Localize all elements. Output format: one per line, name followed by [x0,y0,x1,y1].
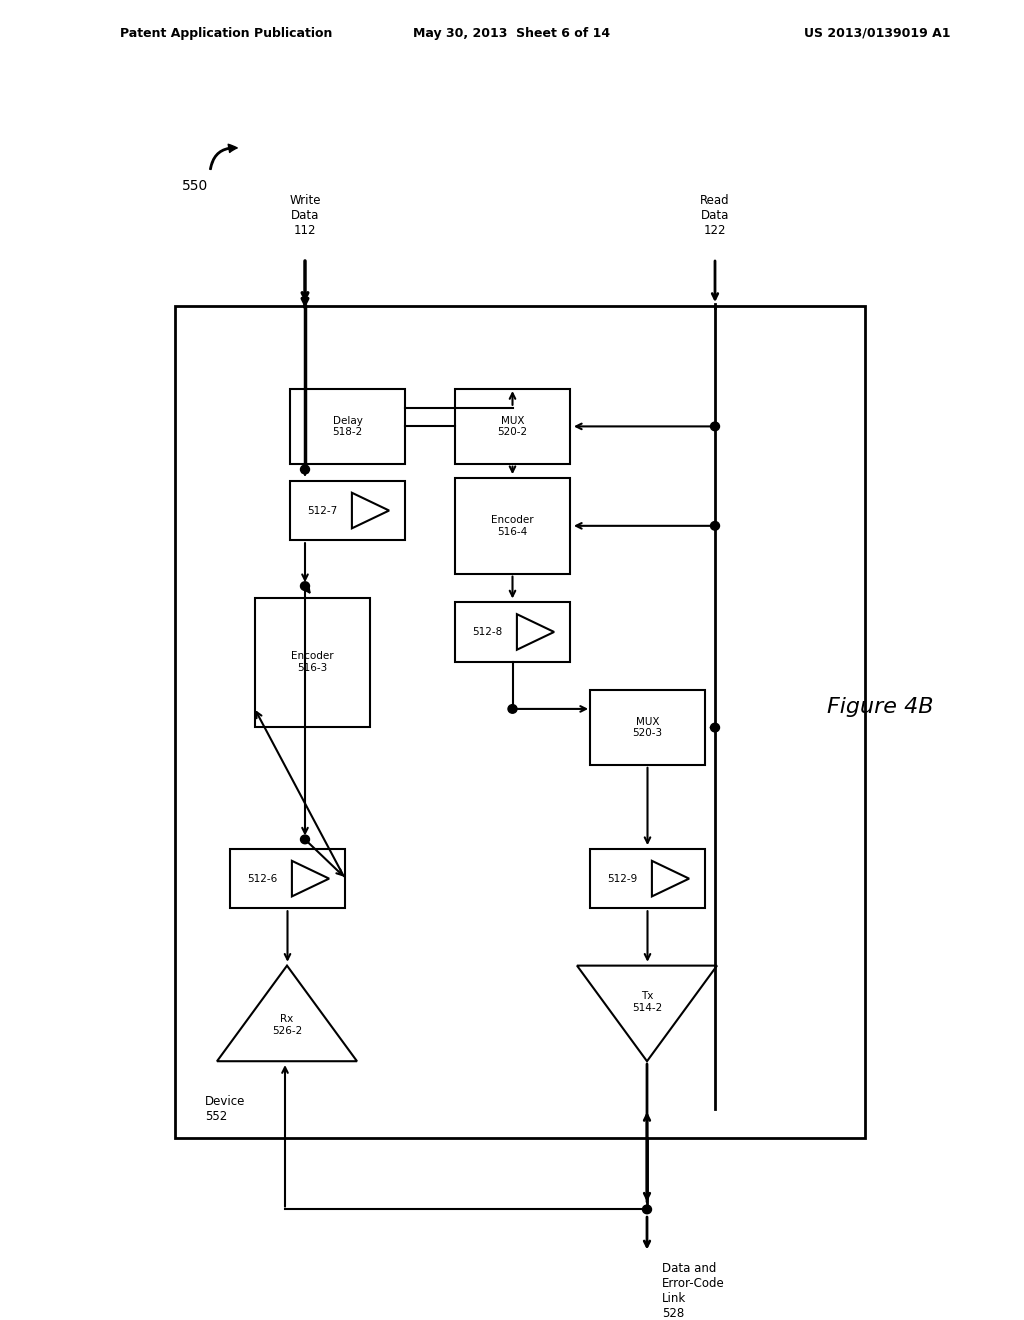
Text: 512-7: 512-7 [307,506,337,516]
Text: 550: 550 [182,180,208,194]
FancyBboxPatch shape [230,849,345,908]
Text: 512-8: 512-8 [472,627,503,638]
FancyArrowPatch shape [210,144,238,169]
Text: May 30, 2013  Sheet 6 of 14: May 30, 2013 Sheet 6 of 14 [414,26,610,40]
Text: Encoder
516-4: Encoder 516-4 [492,515,534,537]
Text: Data and
Error-Code
Link
528: Data and Error-Code Link 528 [662,1262,725,1320]
Text: MUX
520-2: MUX 520-2 [498,416,527,437]
FancyBboxPatch shape [255,598,370,726]
Text: Patent Application Publication: Patent Application Publication [120,26,333,40]
FancyBboxPatch shape [175,306,865,1138]
Text: 512-6: 512-6 [247,874,278,883]
FancyBboxPatch shape [455,389,570,463]
Circle shape [711,422,720,430]
FancyBboxPatch shape [290,480,406,540]
Circle shape [711,723,720,731]
Text: Read
Data
122: Read Data 122 [700,194,730,238]
FancyBboxPatch shape [455,602,570,661]
Text: Delay
518-2: Delay 518-2 [333,416,362,437]
Text: US 2013/0139019 A1: US 2013/0139019 A1 [804,26,950,40]
Text: Rx
526-2: Rx 526-2 [272,1014,302,1036]
Text: 512-9: 512-9 [607,874,637,883]
Text: MUX
520-3: MUX 520-3 [633,717,663,738]
FancyBboxPatch shape [455,478,570,574]
Text: Tx
514-2: Tx 514-2 [632,991,663,1012]
Text: Write
Data
112: Write Data 112 [289,194,321,238]
FancyBboxPatch shape [290,389,406,463]
Circle shape [300,465,309,474]
Circle shape [300,582,309,590]
Circle shape [642,1205,651,1213]
Text: Encoder
516-3: Encoder 516-3 [291,651,334,673]
FancyBboxPatch shape [590,690,705,764]
Circle shape [300,836,309,843]
Circle shape [711,521,720,531]
Text: Figure 4B: Figure 4B [826,697,933,718]
Text: Device
552: Device 552 [205,1096,246,1123]
Circle shape [508,705,517,713]
FancyBboxPatch shape [590,849,705,908]
